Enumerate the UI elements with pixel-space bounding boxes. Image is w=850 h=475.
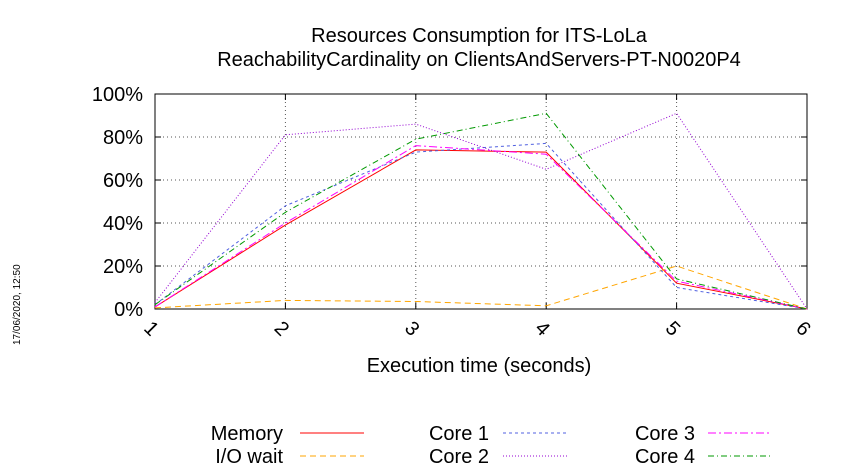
y-tick-label: 40% xyxy=(103,213,143,235)
x-tick-label: 6 xyxy=(791,317,814,340)
legend-label-core-3: Core 3 xyxy=(635,423,695,445)
chart-title: Resources Consumption for ITS-LoLa xyxy=(311,25,648,47)
x-axis-label: Execution time (seconds) xyxy=(367,355,592,377)
x-tick-label: 2 xyxy=(270,317,293,340)
plot-frame xyxy=(154,93,808,310)
legend-label-memory: Memory xyxy=(211,423,283,445)
y-tick-label: 0% xyxy=(114,299,143,321)
legend-label-core-1: Core 1 xyxy=(429,423,489,445)
y-tick-label: 100% xyxy=(92,84,143,106)
series-line-core-1 xyxy=(154,142,808,310)
series-line-i-o-wait xyxy=(154,265,808,310)
legend-label-core-2: Core 2 xyxy=(429,446,489,468)
series-line-core-4 xyxy=(154,112,808,310)
x-tick-label: 3 xyxy=(400,317,423,340)
y-tick-label: 60% xyxy=(103,170,143,192)
x-tick-label: 5 xyxy=(661,317,684,340)
series-line-core-2 xyxy=(154,112,808,310)
series-line-core-3 xyxy=(154,145,808,310)
chart-subtitle: ReachabilityCardinality on ClientsAndSer… xyxy=(217,49,741,71)
y-tick-label: 20% xyxy=(103,256,143,278)
y-ticks: 0% 20% 40% 60% 80% 100% xyxy=(92,84,807,321)
x-tick-label: 4 xyxy=(530,317,553,340)
legend-label-i-o-wait: I/O wait xyxy=(215,446,283,468)
legend-label-core-4: Core 4 xyxy=(635,446,695,468)
grid xyxy=(155,94,807,309)
timestamp: 17/06/2020, 12:50 xyxy=(12,264,23,345)
series-group xyxy=(154,112,808,310)
series-line-memory xyxy=(154,149,808,310)
y-tick-label: 80% xyxy=(103,127,143,149)
